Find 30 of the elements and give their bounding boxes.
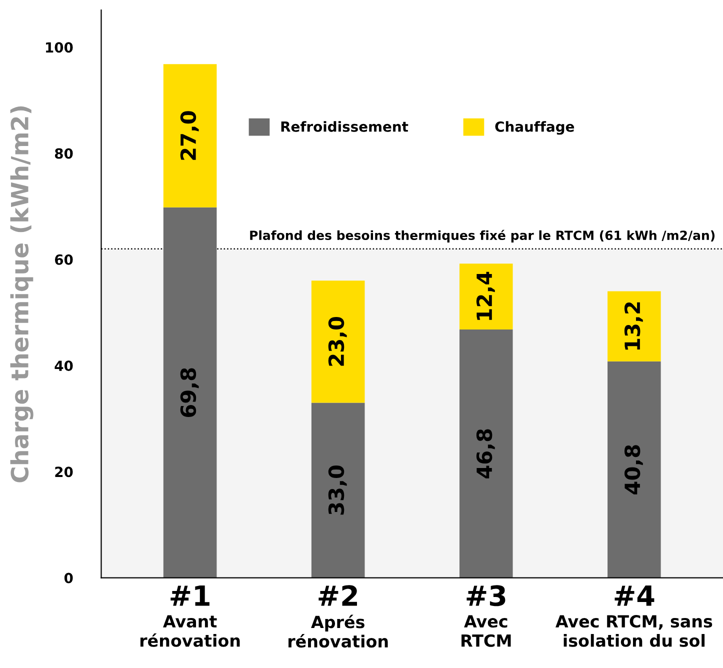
bar [311,280,365,403]
bar [608,361,661,578]
data-label: 23,0 [328,316,347,366]
bar [459,264,513,330]
x-tick-label: #3 Avec RTCM [462,585,511,647]
data-label: 27,0 [180,111,199,160]
y-tick-label: 40 [54,360,73,372]
y-tick-label: 20 [55,466,73,478]
data-label: 69,8 [180,368,199,418]
bar [608,291,661,362]
bar [459,329,513,578]
bar [163,207,217,578]
bar [311,402,365,578]
data-label: 12,4 [476,272,495,320]
x-tick-label: #4 Avec RTCM, sans isolation du sol [556,585,712,647]
legend-label: Chauffage [495,121,574,135]
y-tick-label: 100 [46,42,73,53]
data-label: 13,2 [624,302,643,350]
data-label: 33,0 [328,466,347,515]
y-tick-label: 60 [54,254,73,265]
y-tick-label: 0 [64,572,73,584]
data-label: 46,8 [476,429,495,478]
legend-label: Refroidissement [281,121,408,132]
x-tick-label: #1 Avant rénovation [140,585,240,647]
y-tick-label: 80 [54,148,73,159]
y-axis-title: Charge thermique (kWh/m2) [10,106,34,482]
ref-line-label: Plafond des besoins thermiques fixé par le RTCM (61 kWh /m2/an) [250,230,715,242]
bar [163,64,217,208]
data-label: 40,8 [624,445,643,494]
x-tick-label: #2 Aprés rénovation [288,585,388,648]
